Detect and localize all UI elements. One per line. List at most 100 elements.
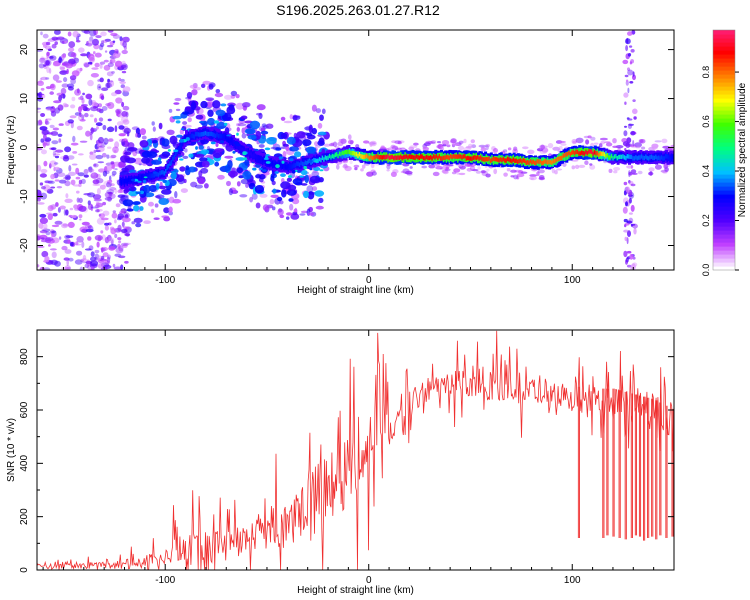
heatmap-blob: [87, 224, 92, 229]
colorbar-cell: [713, 266, 735, 271]
heatmap-blob: [120, 242, 129, 247]
heatmap-blob: [106, 189, 115, 194]
heatmap-blob: [114, 48, 119, 54]
heatmap-core: [306, 150, 311, 153]
heatmap-blob: [109, 187, 116, 191]
heatmap-blob: [191, 101, 197, 111]
heatmap-blob: [111, 174, 116, 177]
colorbar-cell: [713, 46, 735, 51]
heatmap-blob: [230, 90, 238, 96]
heatmap-blob: [64, 198, 73, 203]
heatmap-blob: [174, 97, 182, 102]
heatmap-blob: [571, 159, 579, 162]
heatmap-blob: [38, 63, 45, 69]
heatmap-blob: [409, 166, 413, 169]
heatmap-blob: [96, 173, 101, 179]
heatmap-blob: [631, 263, 636, 270]
heatmap-blob: [434, 163, 441, 166]
colorbar-cell: [713, 190, 735, 195]
heatmap-blob: [654, 164, 662, 170]
heatmap-blob: [552, 146, 561, 151]
heatmap-blob: [287, 184, 297, 191]
heatmap-blob: [93, 30, 98, 36]
heatmap-blob: [503, 172, 508, 177]
heatmap-blob: [313, 166, 321, 171]
heatmap-blob: [195, 114, 204, 120]
heatmap-core: [224, 122, 228, 126]
heatmap-blob: [262, 204, 269, 212]
heatmap-blob: [94, 117, 98, 123]
heatmap-core: [261, 169, 267, 172]
heatmap-blob: [187, 117, 192, 123]
heatmap-blob: [224, 94, 233, 100]
heatmap-blob: [115, 203, 121, 208]
heatmap-core: [264, 147, 271, 151]
heatmap-blob: [623, 218, 628, 223]
heatmap-blob: [64, 146, 72, 153]
heatmap-blob: [280, 132, 288, 139]
heatmap-blob: [632, 99, 636, 102]
heatmap-blob: [54, 107, 61, 114]
heatmap-blob: [75, 176, 81, 180]
heatmap-blob: [435, 165, 443, 170]
heatmap-blob: [139, 128, 146, 136]
heatmap-blob: [397, 140, 405, 144]
heatmap-blob: [226, 180, 231, 187]
heatmap-blob: [39, 77, 43, 84]
heatmap-blob: [641, 146, 646, 150]
heatmap-blob: [293, 208, 298, 213]
colorbar-cell: [713, 222, 735, 227]
heatmap-blob: [612, 145, 618, 148]
heatmap-blob: [52, 62, 61, 67]
heatmap-blob: [269, 199, 275, 205]
heatmap-blob: [121, 111, 128, 117]
colorbar-cell: [713, 42, 735, 47]
heatmap-blob: [133, 157, 143, 165]
heatmap-blob: [315, 108, 321, 114]
colorbar-cell: [713, 90, 735, 95]
heatmap-blob: [300, 169, 308, 176]
heatmap-blob: [292, 178, 303, 185]
heatmap-blob: [89, 133, 93, 141]
heatmap-blob: [114, 125, 118, 133]
heatmap-core: [301, 155, 305, 158]
heatmap-blob: [593, 142, 599, 145]
heatmap-blob: [92, 38, 99, 46]
heatmap-blob: [106, 44, 114, 48]
heatmap-blob: [93, 163, 97, 167]
heatmap-blob: [214, 92, 224, 98]
top-ytick-label: -20: [19, 238, 30, 253]
heatmap-blob: [109, 183, 115, 187]
heatmap-blob: [61, 245, 68, 251]
heatmap-blob: [314, 141, 319, 146]
heatmap-blob: [53, 162, 59, 165]
heatmap-blob: [141, 150, 152, 158]
heatmap-blob: [485, 173, 491, 178]
heatmap-blob: [141, 157, 151, 164]
heatmap-blob: [43, 223, 48, 230]
heatmap-blob: [40, 87, 45, 91]
heatmap-blob: [122, 243, 128, 248]
heatmap-blob: [45, 106, 54, 110]
heatmap-blob: [55, 202, 59, 207]
heatmap-blob: [89, 36, 94, 42]
bottom-xtick-label: 0: [366, 575, 372, 586]
colorbar-cell: [713, 194, 735, 199]
heatmap-blob: [51, 234, 55, 238]
heatmap-core: [167, 149, 171, 152]
heatmap-blob: [41, 186, 46, 190]
heatmap-blob: [78, 113, 81, 121]
heatmap-blob: [74, 243, 82, 246]
heatmap-blob: [106, 181, 112, 188]
heatmap-blob: [471, 169, 479, 172]
heatmap-blob: [106, 154, 110, 159]
heatmap-blob: [212, 100, 221, 109]
heatmap-blob: [121, 209, 125, 214]
heatmap-blob: [280, 146, 287, 149]
heatmap-core: [180, 148, 184, 151]
heatmap-blob: [83, 174, 89, 178]
heatmap-blob: [51, 224, 60, 228]
heatmap-blob: [52, 150, 57, 157]
heatmap-blob: [64, 249, 72, 254]
heatmap-blob: [124, 233, 130, 237]
